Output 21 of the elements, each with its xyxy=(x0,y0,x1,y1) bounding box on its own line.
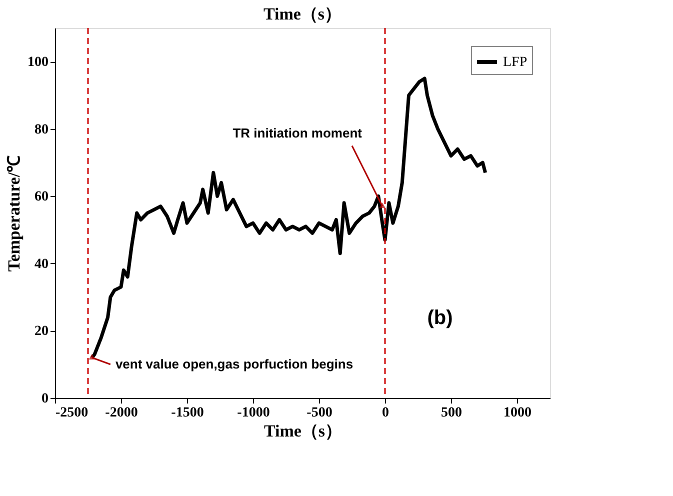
y-tick-label: 100 xyxy=(28,55,48,70)
y-tick-label: 0 xyxy=(42,392,48,406)
x-tick-label: -500 xyxy=(306,406,332,420)
annotation: (b) xyxy=(427,307,453,329)
legend-label: LFP xyxy=(503,55,528,70)
annotation: TR initiation moment xyxy=(232,126,363,141)
annotation: vent value open,gas porfuction begins xyxy=(115,356,354,372)
chart-title: Time（s） xyxy=(263,4,342,24)
x-tick-label: -1000 xyxy=(237,406,270,420)
x-tick-label: -2000 xyxy=(105,406,138,420)
y-tick-label: 60 xyxy=(34,190,48,205)
y-tick-label: 40 xyxy=(34,256,48,272)
y-tick-label: 80 xyxy=(34,122,48,138)
x-axis-title: Time（s） xyxy=(264,422,342,440)
x-tick-label: -2500 xyxy=(56,406,88,420)
y-axis-title: Temperature/℃ xyxy=(4,155,24,272)
x-tick-label: 1000 xyxy=(504,406,532,420)
x-tick-label: 500 xyxy=(441,406,462,420)
y-tick-label: 20 xyxy=(34,324,48,340)
x-tick-label: -1500 xyxy=(171,406,204,420)
x-tick-label: 0 xyxy=(382,406,389,420)
